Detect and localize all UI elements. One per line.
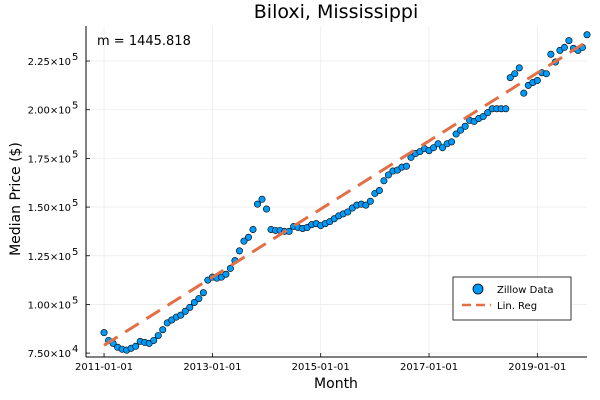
- data-point: [515, 64, 523, 72]
- data-point: [430, 144, 438, 152]
- data-point: [479, 113, 487, 121]
- y-tick-label-exponent: 5: [72, 101, 78, 112]
- data-point: [177, 311, 185, 319]
- y-tick-label: 1.50×10: [28, 203, 71, 214]
- data-point: [159, 326, 167, 334]
- y-tick-label: 7.50×10: [28, 349, 71, 360]
- data-point: [154, 332, 162, 340]
- data-point: [457, 126, 465, 134]
- legend-box: [452, 276, 572, 321]
- legend-label-zillow-data: Zillow Data: [497, 285, 554, 296]
- data-point: [344, 208, 352, 216]
- data-point: [258, 195, 266, 203]
- data-point: [452, 130, 460, 138]
- data-point: [150, 336, 158, 344]
- data-point: [560, 43, 568, 51]
- data-point: [506, 74, 514, 82]
- data-point: [181, 307, 189, 315]
- y-tick-label: 2.00×10: [28, 106, 71, 117]
- data-point: [362, 201, 370, 209]
- data-point: [542, 70, 550, 78]
- y-tick-label: 1.75×10: [28, 154, 71, 165]
- y-tick-label-exponent: 4: [72, 344, 78, 355]
- data-point: [249, 225, 257, 233]
- data-point: [186, 303, 194, 311]
- data-point: [583, 31, 591, 39]
- legend-label-lin-reg: Lin. Reg: [497, 301, 537, 312]
- data-point: [199, 289, 207, 297]
- data-point: [380, 177, 388, 185]
- data-point: [132, 342, 140, 350]
- data-point: [263, 205, 271, 213]
- data-point: [254, 200, 262, 208]
- legend: Zillow Data Lin. Reg: [452, 276, 572, 321]
- y-tick-label: 1.00×10: [28, 300, 71, 311]
- y-tick-label: 2.25×10: [28, 57, 71, 68]
- data-point: [565, 37, 573, 45]
- data-point: [502, 105, 510, 113]
- x-tick-label: 2011-01-01: [75, 362, 133, 373]
- data-point: [439, 144, 447, 152]
- data-point: [547, 50, 555, 58]
- data-point: [511, 70, 519, 78]
- data-point: [222, 270, 230, 278]
- data-point: [434, 140, 442, 148]
- data-point: [375, 187, 383, 195]
- legend-marker-zillow-data: [472, 283, 484, 295]
- regression-line: [103, 40, 588, 347]
- data-point: [533, 77, 541, 85]
- data-point: [190, 298, 198, 306]
- data-point: [484, 109, 492, 117]
- data-point: [366, 197, 374, 205]
- data-point: [235, 247, 243, 255]
- data-point: [520, 89, 528, 97]
- x-axis-title: Month: [314, 376, 358, 392]
- y-axis-title: Median Price ($): [8, 142, 24, 256]
- data-point: [244, 233, 252, 241]
- y-tick-label-exponent: 5: [72, 295, 78, 306]
- data-point: [407, 153, 415, 161]
- x-tick-label: 2017-01-01: [400, 362, 458, 373]
- y-tick-label-exponent: 5: [72, 247, 78, 258]
- data-point: [402, 162, 410, 170]
- data-point: [461, 122, 469, 130]
- data-point: [100, 329, 108, 337]
- data-point: [195, 295, 203, 303]
- slope-annotation: m = 1445.818: [97, 34, 191, 49]
- y-tick-label-exponent: 5: [72, 198, 78, 209]
- data-point: [448, 138, 456, 146]
- data-layer: [100, 31, 591, 354]
- axes-layer: 7.50×10 41.00×10 51.25×10 51.50×10 51.75×10 5…: [28, 26, 587, 373]
- y-tick-label: 1.25×10: [28, 252, 71, 263]
- x-tick-label: 2013-01-01: [183, 362, 241, 373]
- data-point: [240, 237, 248, 245]
- data-point: [384, 171, 392, 179]
- x-tick-label: 2019-01-01: [508, 362, 566, 373]
- y-tick-label-exponent: 5: [72, 149, 78, 160]
- data-point: [226, 264, 234, 272]
- y-tick-label-exponent: 5: [72, 52, 78, 63]
- x-tick-label: 2015-01-01: [292, 362, 350, 373]
- chart-title: Biloxi, Mississippi: [254, 1, 418, 23]
